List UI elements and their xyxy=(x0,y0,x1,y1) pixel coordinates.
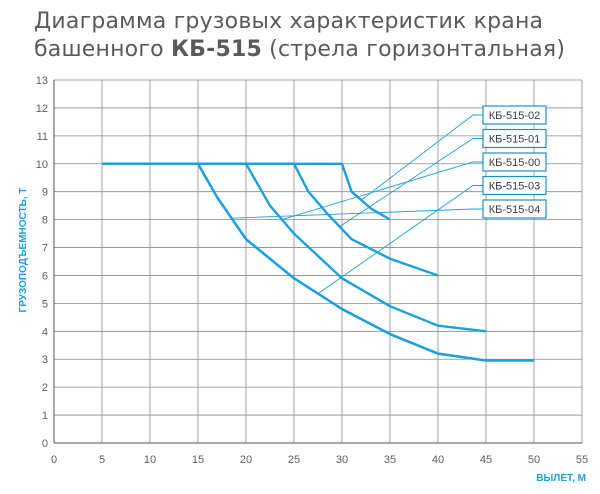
legend-label-3: КБ-515-03 xyxy=(489,181,541,193)
legend-box-2 xyxy=(482,152,547,172)
y-tick-label-2: 2 xyxy=(42,382,48,394)
y-tick-label-10: 10 xyxy=(36,159,48,171)
y-tick-label-5: 5 xyxy=(42,298,48,310)
x-tick-label-5: 25 xyxy=(288,454,300,466)
grid xyxy=(53,79,583,444)
x-tick-label-11: 55 xyxy=(576,454,588,466)
x-tick-label-1: 5 xyxy=(99,454,105,466)
legend-label-1: КБ-515-01 xyxy=(489,134,541,146)
legend-box-3 xyxy=(482,175,547,196)
legend-leader-0 xyxy=(360,114,483,201)
y-axis-label: ГРУЗОПОДЪЕМНОСТЬ, Т xyxy=(18,188,29,313)
title-line-2-prefix: башенного xyxy=(34,37,171,62)
legend: КБ-515-02 КБ-515-01 КБ-515-00 КБ-515-03 КБ-5… xyxy=(482,105,547,219)
title-model: КБ-515 xyxy=(170,37,262,62)
legend-box-0 xyxy=(482,105,547,125)
x-tick-label-9: 45 xyxy=(480,454,492,466)
y-tick-label-9: 9 xyxy=(42,187,48,199)
legend-label-2: КБ-515-00 xyxy=(489,157,541,169)
y-tick-label-12: 12 xyxy=(36,103,48,115)
legend-label-4: КБ-515-04 xyxy=(489,204,541,216)
x-tick-label-4: 20 xyxy=(240,454,252,466)
legend-leader-4 xyxy=(231,208,483,219)
y-tick-label-7: 7 xyxy=(42,243,48,255)
legend-leader-3 xyxy=(317,185,483,294)
x-tick-label-6: 30 xyxy=(336,454,348,466)
title-line-2-suffix: (стрела горизонтальная) xyxy=(261,37,566,62)
y-tick-label-6: 6 xyxy=(42,270,48,282)
y-tick-label-1: 1 xyxy=(42,410,48,422)
legend-leaders xyxy=(231,114,483,294)
series-line-4 xyxy=(102,162,487,362)
series-lines xyxy=(102,162,534,362)
x-tick-label-0: 0 xyxy=(51,454,57,466)
x-axis-label: ВЫЛЕТ, М xyxy=(536,473,586,484)
y-tick-label-4: 4 xyxy=(42,326,48,338)
y-tick-label-8: 8 xyxy=(42,215,48,227)
y-tick-label-11: 11 xyxy=(37,131,48,143)
chart-title: Диаграмма грузовых характеристик крана б… xyxy=(34,8,594,64)
title-line-1: Диаграмма грузовых характеристик крана xyxy=(34,9,544,34)
legend-leader-2 xyxy=(281,161,483,221)
y-tick-label-13: 13 xyxy=(36,75,48,87)
series-line-1 xyxy=(102,162,439,277)
legend-box-1 xyxy=(482,128,547,149)
legend-label-0: КБ-515-02 xyxy=(489,110,541,122)
x-tick-label-10: 50 xyxy=(528,454,540,466)
x-tick-label-8: 40 xyxy=(432,454,444,466)
title-line-2: башенного КБ-515 (стрела горизонтальная) xyxy=(34,36,594,64)
y-tick-label-0: 0 xyxy=(42,438,48,450)
x-tick-label-2: 10 xyxy=(144,454,156,466)
x-tick-label-7: 35 xyxy=(384,454,396,466)
legend-box-4 xyxy=(482,199,547,219)
x-tick-label-3: 15 xyxy=(192,454,204,466)
legend-leader-1 xyxy=(339,138,483,227)
series-line-2 xyxy=(102,162,487,333)
y-tick-label-3: 3 xyxy=(42,354,48,366)
